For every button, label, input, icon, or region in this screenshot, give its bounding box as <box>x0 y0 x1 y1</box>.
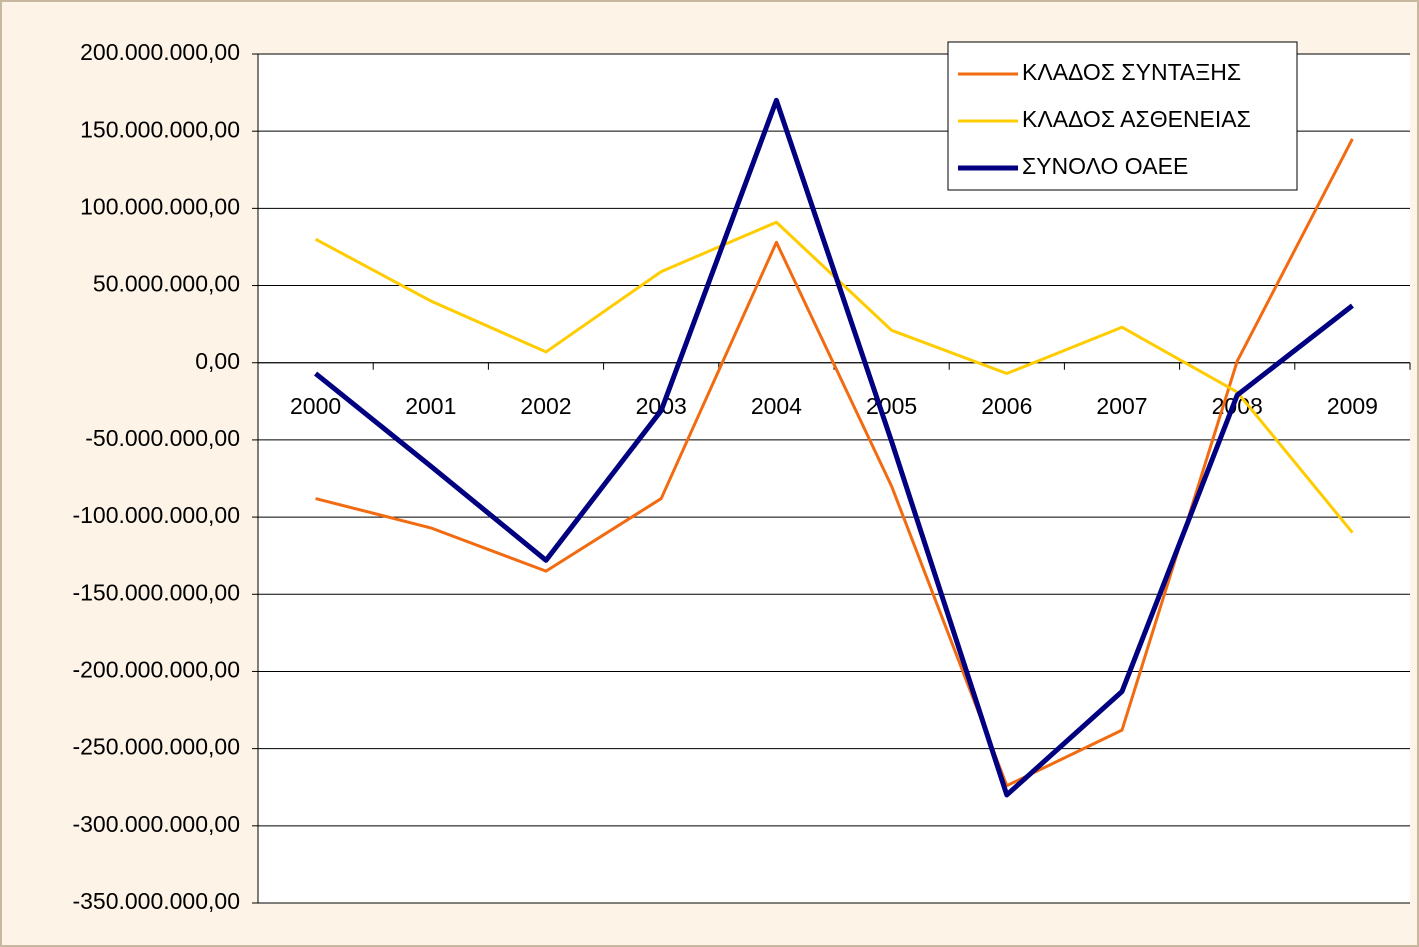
plot-area <box>258 54 1410 903</box>
x-tick-label: 2007 <box>1096 393 1147 419</box>
y-tick-label: 100.000.000,00 <box>80 193 240 219</box>
y-tick-label: 200.000.000,00 <box>80 39 240 65</box>
y-tick-label: -200.000.000,00 <box>72 657 240 683</box>
legend-label: ΚΛΑΔΟΣ ΑΣΘΕΝΕΙΑΣ <box>1022 106 1251 132</box>
legend-box <box>947 41 1298 191</box>
y-tick-label: 150.000.000,00 <box>80 116 240 142</box>
x-tick-label: 2005 <box>866 393 917 419</box>
y-tick-label: -50.000.000,00 <box>85 425 240 451</box>
y-tick-label: -350.000.000,00 <box>72 888 240 914</box>
legend-label: ΚΛΑΔΟΣ ΣΥΝΤΑΞΗΣ <box>1022 59 1241 85</box>
x-tick-label: 2001 <box>405 393 456 419</box>
x-tick-label: 2002 <box>520 393 571 419</box>
x-tick-label: 2009 <box>1327 393 1378 419</box>
y-tick-label: -100.000.000,00 <box>72 502 240 528</box>
x-tick-label: 2006 <box>981 393 1032 419</box>
line-series <box>314 97 1354 798</box>
y-tick-label: -300.000.000,00 <box>72 811 240 837</box>
x-tick-label: 2004 <box>751 393 802 419</box>
y-tick-label: -150.000.000,00 <box>72 579 240 605</box>
legend-label: ΣΥΝΟΛΟ ΟΑΕΕ <box>1022 153 1188 179</box>
y-tick-label: 0,00 <box>195 348 240 374</box>
y-tick-label: 50.000.000,00 <box>93 271 240 297</box>
y-tick-label: -250.000.000,00 <box>72 734 240 760</box>
x-tick-label: 2000 <box>290 393 341 419</box>
